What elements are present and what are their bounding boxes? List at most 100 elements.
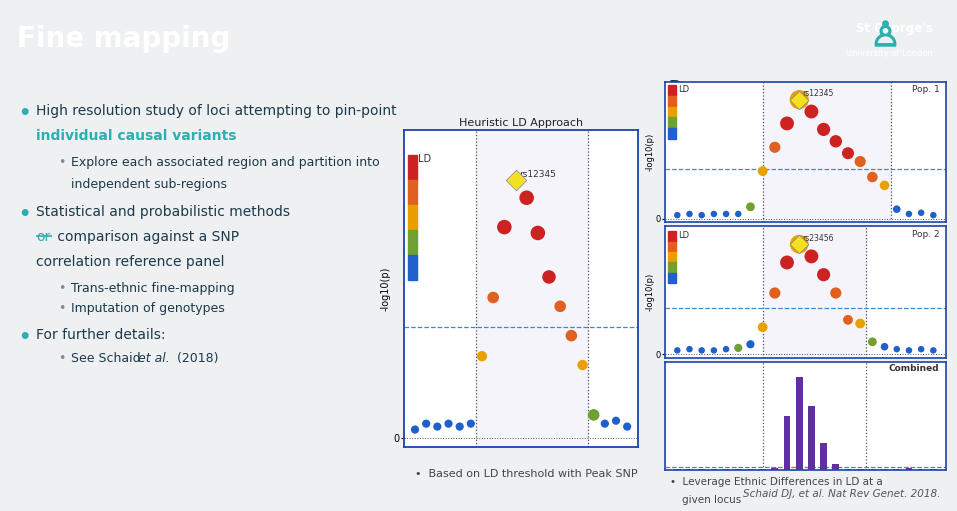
Text: independent sub-regions: independent sub-regions bbox=[71, 177, 227, 191]
Bar bbox=[784, 416, 790, 470]
Point bbox=[719, 210, 734, 218]
Point bbox=[768, 289, 783, 297]
Text: Pop. 2: Pop. 2 bbox=[912, 229, 940, 239]
Bar bbox=[918, 469, 924, 470]
Point bbox=[828, 289, 843, 297]
Bar bbox=[409, 255, 416, 280]
Text: (2018): (2018) bbox=[173, 352, 218, 365]
Text: given locus: given locus bbox=[682, 495, 742, 505]
Point bbox=[816, 125, 832, 133]
Text: •: • bbox=[58, 156, 65, 170]
Point bbox=[519, 194, 534, 202]
Point bbox=[779, 120, 794, 128]
Y-axis label: -log10(p): -log10(p) bbox=[645, 273, 655, 311]
Bar bbox=[409, 155, 416, 180]
Text: D: D bbox=[668, 79, 681, 97]
Point bbox=[901, 210, 917, 218]
Point bbox=[743, 340, 758, 349]
Bar bbox=[674, 469, 680, 470]
Bar bbox=[686, 469, 693, 470]
Bar bbox=[869, 469, 876, 470]
Bar bbox=[668, 252, 676, 263]
Point bbox=[816, 271, 832, 279]
Point bbox=[575, 361, 590, 369]
Text: •: • bbox=[18, 104, 31, 123]
Text: or: or bbox=[36, 230, 51, 244]
Bar bbox=[905, 468, 912, 470]
Point bbox=[694, 211, 709, 219]
Bar bbox=[747, 469, 754, 470]
Point bbox=[475, 352, 490, 360]
Bar bbox=[699, 469, 705, 470]
Point bbox=[853, 319, 868, 328]
Text: LD: LD bbox=[678, 231, 689, 240]
Text: Trans-ethnic fine-mapping: Trans-ethnic fine-mapping bbox=[71, 282, 234, 295]
Bar bbox=[796, 377, 803, 470]
Text: Explore each associated region and partition into: Explore each associated region and parti… bbox=[71, 156, 380, 170]
Bar bbox=[763, 226, 866, 358]
Point bbox=[901, 346, 917, 355]
Bar bbox=[668, 107, 676, 118]
Point bbox=[840, 149, 856, 157]
Point bbox=[619, 423, 634, 431]
Bar bbox=[668, 128, 676, 139]
Point bbox=[681, 210, 697, 218]
Text: rs12345: rs12345 bbox=[802, 89, 834, 99]
Text: •: • bbox=[58, 282, 65, 295]
Text: •: • bbox=[58, 352, 65, 365]
Text: Pop. 1: Pop. 1 bbox=[912, 85, 940, 95]
Y-axis label: -log10(p): -log10(p) bbox=[645, 133, 655, 171]
Point bbox=[463, 420, 478, 428]
Text: individual causal variants: individual causal variants bbox=[36, 129, 236, 144]
Point bbox=[430, 423, 445, 431]
Point bbox=[865, 173, 880, 181]
Bar bbox=[409, 180, 416, 205]
Point bbox=[681, 345, 697, 353]
Text: •: • bbox=[18, 205, 31, 224]
Bar bbox=[668, 231, 676, 242]
Point bbox=[828, 137, 843, 146]
Bar bbox=[759, 469, 766, 470]
Point bbox=[564, 332, 579, 340]
Text: High resolution study of loci attempting to pin-point: High resolution study of loci attempting… bbox=[36, 104, 396, 118]
Bar bbox=[857, 469, 863, 470]
Bar bbox=[808, 406, 814, 470]
Text: •: • bbox=[18, 328, 31, 347]
Text: For further details:: For further details: bbox=[36, 328, 166, 342]
Point bbox=[914, 208, 929, 217]
Point bbox=[694, 346, 709, 355]
Text: St George's: St George's bbox=[857, 21, 933, 35]
Bar bbox=[930, 469, 937, 470]
Bar bbox=[845, 469, 852, 470]
Bar bbox=[763, 82, 891, 222]
Point bbox=[914, 345, 929, 353]
Text: Imputation of genotypes: Imputation of genotypes bbox=[71, 302, 225, 315]
Text: rs23456: rs23456 bbox=[802, 234, 834, 243]
Text: Statistical and probabilistic methods: Statistical and probabilistic methods bbox=[36, 205, 290, 219]
Bar bbox=[710, 469, 717, 470]
Text: Fine mapping: Fine mapping bbox=[17, 25, 231, 53]
Point bbox=[791, 240, 807, 248]
Point bbox=[408, 426, 423, 434]
Point bbox=[586, 411, 601, 419]
Point bbox=[552, 302, 568, 310]
Text: correlation reference panel: correlation reference panel bbox=[36, 255, 225, 269]
Point bbox=[755, 323, 770, 331]
Text: See Schaid: See Schaid bbox=[71, 352, 145, 365]
Title: Heuristic LD Approach: Heuristic LD Approach bbox=[459, 118, 583, 128]
Bar bbox=[668, 273, 676, 283]
Point bbox=[508, 176, 523, 184]
Point bbox=[542, 273, 557, 281]
Text: rs12345: rs12345 bbox=[519, 170, 556, 179]
Point bbox=[706, 346, 722, 355]
Bar bbox=[668, 96, 676, 107]
Text: University of London: University of London bbox=[846, 49, 933, 58]
Text: comparison against a SNP: comparison against a SNP bbox=[53, 230, 239, 244]
Point bbox=[877, 181, 892, 190]
Text: LD: LD bbox=[678, 85, 689, 95]
Point bbox=[791, 96, 807, 104]
Bar bbox=[668, 242, 676, 252]
Point bbox=[730, 210, 746, 218]
Point bbox=[609, 416, 624, 425]
Point bbox=[889, 205, 904, 213]
